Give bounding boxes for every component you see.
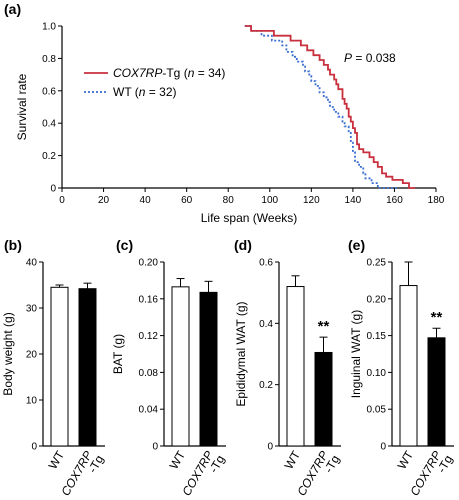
e-y-tick-label: 0.15 bbox=[367, 331, 387, 342]
a-y-axis-label: Survival rate bbox=[15, 73, 29, 140]
a-x-tick-label: 0 bbox=[59, 195, 65, 206]
c-y-tick-label: 0.12 bbox=[139, 331, 159, 342]
d-y-axis-label: Epididymal WAT (g) bbox=[234, 301, 248, 406]
c-y-axis-label: BAT (g) bbox=[111, 334, 125, 374]
a-y-tick-label: 0.4 bbox=[42, 119, 56, 130]
a-p-value-annotation: P = 0.038 bbox=[344, 51, 396, 65]
c-y-tick-label: 0.08 bbox=[139, 368, 159, 379]
e-bar-cox7rp bbox=[427, 337, 446, 447]
c-x-tick-label: WT bbox=[167, 448, 189, 472]
a-x-axis-label: Life span (Weeks) bbox=[201, 211, 298, 225]
b-x-tick-label: WT bbox=[46, 448, 68, 472]
e-bar-wt bbox=[399, 285, 418, 447]
c-bar-cox7rp bbox=[199, 291, 218, 447]
a-y-tick-label: 0.8 bbox=[42, 54, 56, 65]
b-bar-wt bbox=[50, 286, 69, 447]
a-x-tick-label: 180 bbox=[428, 195, 445, 206]
chart-e: (e) 0 0.05 0.10 0.15 0.20 0.25 Inguinal WAT (g)… bbox=[348, 237, 455, 498]
b-y-tick-label: 30 bbox=[26, 304, 38, 315]
panel-label-e: (e) bbox=[348, 237, 365, 253]
legend-label-cox7rp: COX7RP-Tg (n = 34) bbox=[113, 66, 225, 80]
a-x-tick-label: 120 bbox=[303, 195, 320, 206]
b-y-tick-label: 10 bbox=[26, 396, 38, 407]
series-line-wt bbox=[244, 25, 399, 189]
a-x-tick-label: 140 bbox=[345, 195, 362, 206]
c-y-tick-label: 0.16 bbox=[139, 294, 159, 305]
panel-label-d: (d) bbox=[234, 237, 252, 253]
a-x-tick-label: 160 bbox=[386, 195, 403, 206]
a-x-tick-label: 40 bbox=[140, 195, 152, 206]
b-bar-cox7rp bbox=[78, 288, 97, 447]
c-bar-wt bbox=[171, 286, 190, 447]
e-y-tick-label: 0.20 bbox=[367, 294, 387, 305]
e-y-tick-label: 0.25 bbox=[367, 258, 387, 269]
a-y-tick-label: 0.2 bbox=[42, 151, 56, 162]
b-y-tick-label: 40 bbox=[26, 258, 38, 269]
series-line-cox7rp bbox=[244, 25, 416, 189]
c-y-tick-label: 0.20 bbox=[139, 258, 159, 269]
a-x-tick-label: 100 bbox=[261, 195, 278, 206]
e-x-tick-label: WT bbox=[395, 448, 417, 472]
e-y-tick-label: 0 bbox=[380, 442, 386, 453]
a-y-tick-label: 0 bbox=[50, 184, 56, 195]
d-bar-cox7rp bbox=[314, 351, 333, 447]
panel-label-a: (a) bbox=[4, 1, 21, 17]
d-y-tick-label: 0 bbox=[267, 442, 273, 453]
d-y-tick-label: 0.2 bbox=[259, 380, 273, 391]
a-x-tick-label: 60 bbox=[181, 195, 193, 206]
e-y-tick-label: 0.10 bbox=[367, 368, 387, 379]
c-y-tick-label: 0 bbox=[152, 442, 158, 453]
a-x-tick-label: 80 bbox=[223, 195, 235, 206]
b-y-axis-label: Body weight (g) bbox=[1, 312, 15, 395]
panel-label-c: (c) bbox=[116, 237, 133, 253]
e-y-axis-label: Inguinal WAT (g) bbox=[349, 310, 363, 398]
e-y-tick-label: 0.05 bbox=[367, 405, 387, 416]
d-y-tick-label: 0.4 bbox=[259, 319, 273, 330]
panel-label-b: (b) bbox=[4, 237, 22, 253]
a-x-tick-label: 20 bbox=[98, 195, 110, 206]
d-significance-marker: ** bbox=[318, 318, 330, 335]
a-y-tick-label: 1.0 bbox=[42, 22, 56, 33]
a-y-tick-label: 0.6 bbox=[42, 86, 56, 97]
e-significance-marker: ** bbox=[431, 309, 443, 326]
c-y-tick-label: 0.04 bbox=[139, 405, 159, 416]
legend-label-wt: WT (n = 32) bbox=[113, 85, 177, 99]
d-bar-wt bbox=[286, 286, 305, 447]
b-y-tick-label: 0 bbox=[31, 442, 37, 453]
b-y-tick-label: 20 bbox=[26, 350, 38, 361]
d-y-tick-label: 0.6 bbox=[259, 258, 273, 269]
d-x-tick-label: WT bbox=[282, 448, 304, 472]
